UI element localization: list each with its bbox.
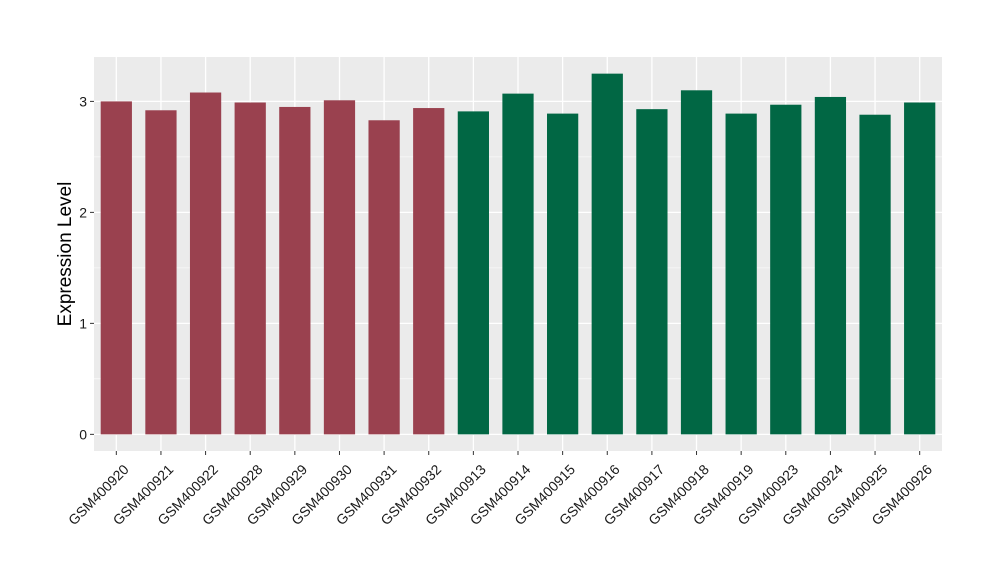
y-tick-label: 0 [79,426,87,442]
bar-GSM400924 [814,96,847,435]
bar-GSM400928 [234,102,266,435]
bar-GSM400915 [547,113,579,435]
bars [100,73,936,435]
y-axis: 0 1 2 3 [79,93,94,442]
bar-GSM400923 [770,104,802,435]
bar-GSM400921 [145,110,177,435]
bar-GSM400926 [904,102,936,435]
bar-GSM400919 [725,113,757,435]
bar-GSM400920 [100,101,132,435]
y-tick-label: 2 [79,204,87,220]
bar-GSM400930 [323,100,356,435]
y-tick-label: 1 [79,315,87,331]
bar-GSM400916 [591,73,623,435]
bar-GSM400922 [189,92,222,435]
bar-GSM400925 [859,114,891,435]
bar-GSM400929 [279,106,311,435]
x-axis: GSM400920GSM400921GSM400922GSM400928GSM4… [65,451,935,528]
bar-GSM400913 [457,111,489,435]
bar-GSM400931 [368,120,400,435]
bar-GSM400914 [502,93,534,435]
bar-GSM400932 [413,108,445,435]
y-axis-title: Expression Level [55,182,76,327]
bar-GSM400917 [636,109,668,435]
bar-GSM400918 [680,90,713,435]
y-tick-label: 3 [79,93,87,109]
